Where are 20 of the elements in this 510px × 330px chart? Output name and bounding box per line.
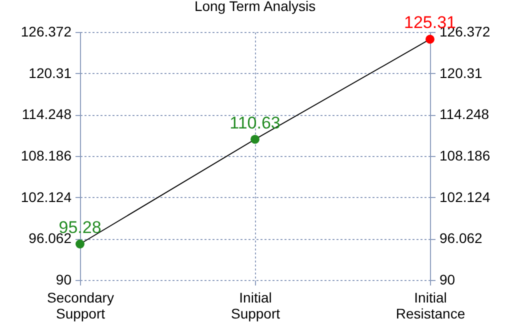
y-tick-label: 90 (56, 272, 72, 288)
data-label: 110.63 (230, 113, 280, 132)
y-tick-label: 120.31 (28, 64, 72, 81)
point (76, 240, 84, 248)
point (426, 34, 434, 44)
x-tick-label: Initial Resistance (396, 290, 466, 322)
y2-tick-label: 96.062 (440, 230, 483, 246)
point (250, 134, 260, 144)
y2-tick-label: 90 (440, 272, 456, 288)
y2-tick-label: 108.186 (440, 148, 490, 164)
chart-title: Long Term Analysis (194, 0, 316, 14)
y2-tick-label: 102.124 (440, 188, 490, 205)
y-tick-label: 126.372 (20, 24, 72, 40)
x-tick-label: Initial Support (230, 290, 280, 322)
y-tick-label: 102.124 (20, 188, 72, 205)
y-tick-label: 114.248 (22, 106, 72, 122)
x-tick-label: Secondary Support (47, 290, 114, 322)
y2-tick-label: 114.248 (440, 106, 490, 122)
y2-tick-label: 120.31 (440, 64, 483, 81)
y-tick-label: 108.186 (20, 148, 72, 164)
